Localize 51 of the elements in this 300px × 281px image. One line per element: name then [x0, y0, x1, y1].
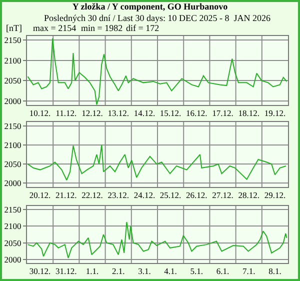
- x-tick-label: 24.12.: [134, 190, 156, 200]
- x-tick-label: 14.12.: [134, 108, 156, 118]
- x-tick-label: 23.12.: [108, 190, 129, 200]
- x-tick-label: 6.1.: [216, 266, 230, 276]
- y-tick-label: 2000: [4, 178, 22, 188]
- y-tick-label: 2150: [4, 35, 22, 46]
- x-tick-label: 28.12.: [238, 190, 260, 200]
- x-tick-label: 7.1.: [242, 266, 256, 276]
- x-tick-label: 22.12.: [82, 190, 103, 200]
- y-tick-label: 2100: [4, 140, 22, 150]
- x-tick-label: 10.12.: [29, 108, 51, 118]
- x-tick-label: 3.1.: [138, 266, 151, 276]
- chart-subtitle: Posledných 30 dní / Last 30 days: 10 DEC 2025 - 8 JAN 2026: [44, 13, 271, 23]
- x-tick-label: 17.12.: [212, 108, 234, 118]
- x-tick-label: 31.12.: [56, 266, 77, 276]
- x-tick-label: 5.1.: [190, 266, 204, 276]
- x-tick-label: 20.12.: [29, 190, 51, 200]
- line-series: [27, 144, 286, 181]
- y-tick-label: 2000: [4, 254, 22, 265]
- line-series: [27, 38, 288, 105]
- y-axis-title: [nT]: [6, 23, 22, 33]
- x-tick-label: 29.12.: [264, 190, 286, 200]
- chart-title: Y zložka / Y component, GO Hurbanovo: [72, 1, 228, 12]
- x-tick-label: 16.12.: [186, 108, 208, 118]
- x-tick-label: 18.12.: [238, 108, 260, 118]
- x-tick-label: 4.1.: [164, 266, 177, 276]
- x-tick-label: 1.1.: [86, 266, 99, 276]
- text: max = 2154: [33, 23, 77, 33]
- x-tick-label: 8.1.: [268, 266, 282, 276]
- y-tick-label: 2100: [4, 221, 22, 232]
- x-tick-label: 21.12.: [56, 190, 77, 200]
- y-tick-label: 2100: [4, 55, 22, 66]
- y-tick-label: 2150: [4, 120, 22, 131]
- x-tick-label: 26.12.: [186, 190, 208, 200]
- x-tick-label: 12.12.: [82, 108, 103, 118]
- x-tick-label: 19.12.: [264, 108, 286, 118]
- y-tick-label: 2150: [4, 204, 22, 214]
- text: min = 1982: [81, 23, 123, 33]
- x-tick-label: 30.12.: [29, 266, 51, 276]
- x-tick-label: 13.12.: [108, 108, 129, 118]
- y-tick-label: 2050: [4, 159, 22, 170]
- line-series: [27, 222, 288, 258]
- y-tick-label: 2050: [4, 238, 22, 248]
- text: dif = 172: [126, 23, 160, 33]
- x-tick-label: 2.1.: [112, 266, 125, 276]
- y-tick-label: 2000: [4, 96, 22, 106]
- x-tick-label: 25.12.: [160, 190, 182, 200]
- x-tick-label: 27.12.: [212, 190, 234, 200]
- x-tick-label: 11.12.: [56, 108, 77, 118]
- x-tick-label: 15.12.: [160, 108, 182, 118]
- y-tick-label: 2050: [4, 76, 22, 86]
